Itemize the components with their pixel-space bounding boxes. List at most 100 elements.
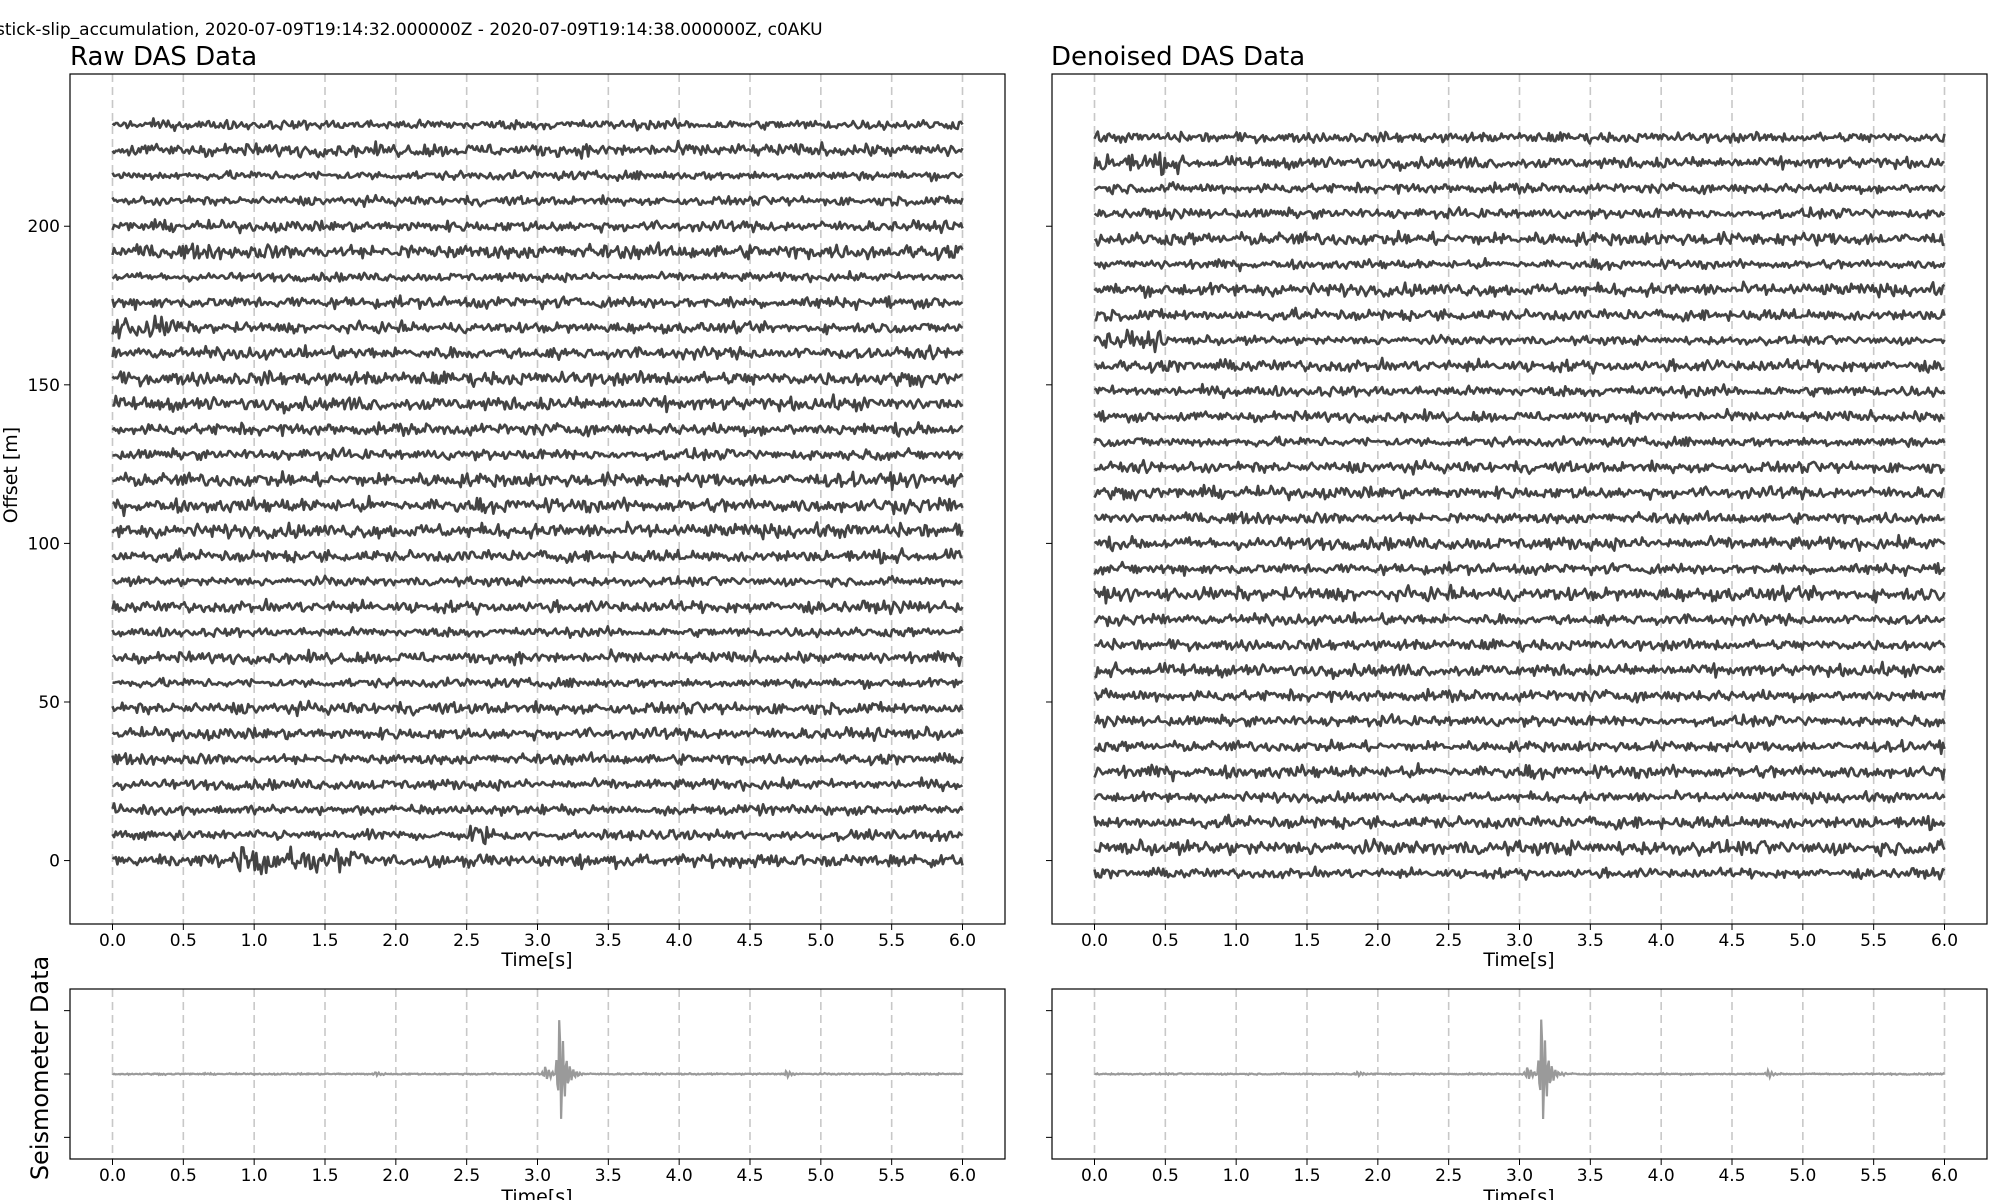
- das-trace: [111, 751, 964, 767]
- das-trace: [1093, 483, 1945, 502]
- das-trace: [1094, 611, 1946, 628]
- das-trace: [1093, 382, 1946, 400]
- das-trace: [111, 547, 963, 565]
- das-trace: [1093, 130, 1946, 145]
- das-trace: [1093, 713, 1946, 729]
- x-tick-label: 2.0: [382, 931, 409, 951]
- x-tick-label: 1.5: [1293, 931, 1320, 951]
- x-tick-label: 3.0: [1506, 1166, 1533, 1186]
- x-tick-label: 1.0: [1223, 931, 1250, 951]
- x-tick-label: 0.5: [1152, 931, 1179, 951]
- raw-das-panel: Raw DAS Data Offset [m] Time[s] 0.0 0.5 1.…: [0, 42, 1006, 971]
- axes-frame: [69, 73, 1006, 925]
- x-tick-label: 0.5: [170, 931, 197, 951]
- das-trace: [111, 314, 964, 340]
- das-trace: [112, 470, 964, 491]
- seismometer-trace: [112, 1020, 964, 1119]
- axes-frame: [1051, 988, 1988, 1160]
- das-trace: [1093, 533, 1946, 553]
- x-tick-label: 1.5: [1293, 1166, 1320, 1186]
- figure-suptitle: stick-slip_accumulation, 2020-07-09T19:1…: [0, 20, 823, 40]
- das-trace: [111, 520, 964, 541]
- y-tick-label: 50: [38, 693, 60, 713]
- das-trace: [111, 369, 963, 389]
- x-tick-label: 3.0: [524, 931, 551, 951]
- x-tick-label: 1.5: [311, 931, 338, 951]
- x-tick-label: 0.0: [1081, 1166, 1108, 1186]
- x-tick-label: 0.5: [1152, 1166, 1179, 1186]
- x-tick-label: 1.0: [1223, 1166, 1250, 1186]
- das-trace: [1093, 151, 1945, 177]
- das-trace: [112, 393, 964, 415]
- das-trace: [1093, 687, 1946, 704]
- das-trace: [111, 845, 964, 876]
- x-tick-label: 5.5: [878, 931, 905, 951]
- das-trace: [1093, 407, 1945, 425]
- das-trace: [1093, 435, 1946, 449]
- seismometer-ylabel: Seismometer Data: [26, 956, 54, 1180]
- denoised-das-panel: Denoised DAS Data Time[s] 0.0 0.5 1.0 1.5 2.…: [1046, 42, 1988, 971]
- das-trace: [1093, 328, 1946, 354]
- das-trace: [1093, 510, 1945, 525]
- x-tick-label: 0.0: [99, 1166, 126, 1186]
- das-trace: [111, 294, 964, 312]
- das-trace: [1093, 789, 1946, 805]
- x-tick-label: 3.5: [1577, 931, 1604, 951]
- das-trace: [111, 193, 964, 208]
- x-tick-label: 2.5: [1435, 931, 1462, 951]
- seismometer-trace: [1094, 1019, 1945, 1120]
- das-trace: [111, 802, 964, 817]
- das-trace: [111, 218, 964, 235]
- x-tick-label: 4.5: [736, 1166, 763, 1186]
- das-trace: [1093, 865, 1946, 881]
- x-tick-label: 5.5: [878, 1166, 905, 1186]
- das-trace: [111, 270, 964, 284]
- x-tick-label: 5.5: [1860, 1166, 1887, 1186]
- das-trace: [1093, 560, 1946, 577]
- x-tick-label: 6.0: [1931, 1166, 1958, 1186]
- y-tick-label: 150: [28, 376, 60, 396]
- x-tick-label: 1.0: [241, 1166, 268, 1186]
- raw-das-ylabel: Offset [m]: [0, 427, 22, 523]
- x-tick-label: 6.0: [949, 1166, 976, 1186]
- das-trace: [1093, 181, 1946, 196]
- das-trace: [112, 446, 964, 462]
- das-trace: [1094, 660, 1945, 680]
- das-trace: [111, 574, 963, 588]
- x-tick-label: 4.0: [666, 931, 693, 951]
- das-trace: [111, 648, 964, 668]
- x-tick-label: 4.0: [1648, 931, 1675, 951]
- das-trace: [111, 421, 964, 438]
- das-trace: [112, 676, 964, 690]
- x-tick-label: 3.5: [595, 1166, 622, 1186]
- das-trace: [1093, 637, 1946, 653]
- raw-seismometer-xlabel: Time[s]: [500, 1186, 572, 1200]
- x-tick-label: 5.0: [807, 1166, 834, 1186]
- x-tick-label: 2.0: [382, 1166, 409, 1186]
- x-tick-label: 4.5: [1718, 931, 1745, 951]
- denoised-das-xlabel: Time[s]: [1482, 949, 1554, 971]
- das-trace: [1093, 458, 1945, 476]
- x-tick-label: 3.0: [1506, 931, 1533, 951]
- x-tick-label: 4.5: [736, 931, 763, 951]
- das-trace: [1093, 280, 1946, 299]
- x-tick-label: 3.5: [595, 931, 622, 951]
- x-tick-label: 1.0: [241, 931, 268, 951]
- y-tick-label: 0: [49, 852, 60, 872]
- x-tick-label: 5.0: [1789, 1166, 1816, 1186]
- das-trace: [1094, 356, 1945, 375]
- y-tick-label: 100: [28, 534, 60, 554]
- das-trace: [111, 241, 964, 262]
- das-trace: [111, 139, 964, 160]
- axes-frame: [1051, 73, 1988, 925]
- x-tick-label: 5.5: [1860, 931, 1887, 951]
- denoised-das-title: Denoised DAS Data: [1051, 42, 1305, 72]
- das-trace: [111, 725, 964, 743]
- denoised-seismometer-xlabel: Time[s]: [1482, 1186, 1554, 1200]
- y-tick-label: 200: [28, 217, 60, 237]
- x-tick-label: 2.0: [1364, 931, 1391, 951]
- denoised-seismometer-panel: Time[s] 0.0 0.5 1.0 1.5 2.0 2.5 3.0 3.5 4.0 4.5 5.…: [1046, 988, 1988, 1200]
- x-tick-label: 4.0: [1648, 1166, 1675, 1186]
- x-tick-label: 3.5: [1577, 1166, 1604, 1186]
